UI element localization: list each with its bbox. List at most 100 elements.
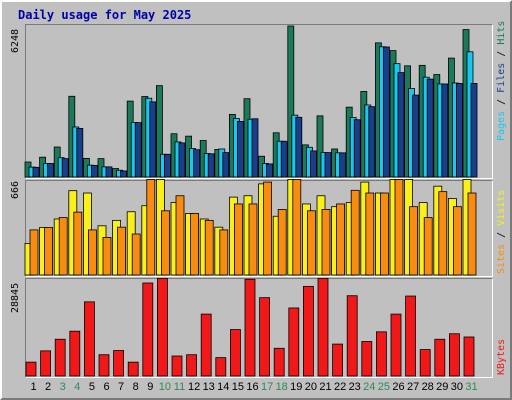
day-label: 26 bbox=[392, 381, 405, 393]
visits-sites-sites-bar bbox=[306, 210, 316, 276]
visits-sites-sites-bar bbox=[452, 206, 462, 276]
visits-sites-sites-bar bbox=[102, 237, 112, 276]
visits-sites-sites-bar bbox=[394, 179, 404, 276]
hits-files-pages-pages-bar bbox=[441, 83, 449, 178]
day-label: 15 bbox=[231, 381, 245, 393]
day-label: 25 bbox=[377, 381, 391, 393]
hits-files-pages-pages-bar bbox=[193, 149, 201, 178]
hits-files-pages-pages-bar bbox=[470, 83, 478, 178]
kbytes-kbytes-bar bbox=[200, 313, 212, 377]
day-label: 17 bbox=[260, 381, 274, 393]
visits-sites-sites-bar bbox=[248, 203, 258, 276]
day-label: 1 bbox=[30, 381, 37, 393]
day-label: 6 bbox=[103, 381, 110, 393]
kbytes-kbytes-bar bbox=[186, 354, 198, 377]
kbytes-kbytes-bar bbox=[332, 343, 344, 377]
day-label: 12 bbox=[187, 381, 201, 393]
visits-sites-sites-bar bbox=[117, 226, 126, 276]
hits-files-pages-pages-bar bbox=[163, 153, 171, 178]
kbytes-kbytes-bar bbox=[434, 338, 446, 377]
kbytes-kbytes-bar bbox=[346, 295, 358, 377]
kbytes-kbytes-bar bbox=[419, 349, 431, 377]
visits-sites-sites-bar bbox=[160, 210, 170, 276]
kbytes-kbytes-bar bbox=[361, 341, 373, 377]
visits-sites-sites-bar bbox=[190, 213, 200, 276]
day-label: 19 bbox=[290, 381, 303, 393]
hits-files-pages-pages-bar bbox=[61, 158, 69, 178]
kbytes-kbytes-bar bbox=[54, 338, 66, 377]
kbytes-kbytes-bar bbox=[229, 329, 241, 377]
kbytes-kbytes-bar bbox=[127, 361, 139, 377]
day-label: 14 bbox=[217, 381, 230, 393]
hits-files-pages-pages-bar bbox=[222, 152, 230, 178]
kbytes-kbytes-bar bbox=[375, 331, 387, 377]
day-label: 10 bbox=[158, 381, 172, 393]
visits-sites-sites-bar bbox=[146, 179, 156, 276]
hits-files-pages-pages-bar bbox=[120, 170, 127, 178]
day-label: 21 bbox=[319, 381, 332, 393]
day-label: 30 bbox=[450, 381, 464, 393]
day-label: 5 bbox=[88, 381, 95, 393]
hits-files-pages-pages-bar bbox=[455, 83, 463, 178]
day-label: 16 bbox=[246, 381, 259, 393]
hits-files-pages-pages-bar bbox=[412, 94, 420, 178]
chart-title: Daily usage for May 2025 bbox=[18, 8, 192, 22]
hits-files-pages-pages-bar bbox=[251, 118, 259, 178]
kbytes-kbytes-bar bbox=[69, 330, 81, 377]
hits-files-pages-pages-bar bbox=[280, 140, 288, 178]
visits-sites-sites-bar bbox=[263, 181, 273, 276]
day-label: 27 bbox=[406, 381, 420, 393]
kbytes-kbytes-bar bbox=[288, 307, 300, 377]
day-label: 31 bbox=[465, 381, 478, 393]
hits-files-pages-pages-bar bbox=[178, 142, 186, 178]
visits-sites-sites-bar bbox=[277, 209, 287, 276]
visits-sites-sites-bar bbox=[423, 217, 433, 276]
day-label: 24 bbox=[363, 381, 376, 393]
kbytes-kbytes-bar bbox=[259, 297, 271, 377]
hits-files-pages-pages-bar bbox=[426, 78, 434, 178]
kbytes-kbytes-bar bbox=[40, 350, 51, 377]
kbytes-kbytes-bar bbox=[317, 277, 329, 377]
visits-sites-sites-bar bbox=[365, 192, 375, 276]
kbytes-kbytes-bar bbox=[448, 333, 460, 377]
day-label: 20 bbox=[304, 381, 318, 393]
hits-files-pages-pages-bar bbox=[32, 166, 40, 178]
visits-sites-sites-bar bbox=[73, 211, 83, 276]
day-label: 9 bbox=[147, 381, 154, 393]
visits-sites-sites-bar bbox=[88, 229, 97, 276]
visits-sites-sites-bar bbox=[321, 209, 331, 276]
visits-sites-sites-bar bbox=[175, 195, 185, 276]
hits-files-pages-pages-bar bbox=[295, 116, 303, 178]
visits-sites-sites-bar bbox=[336, 203, 346, 276]
visits-sites-sites-bar bbox=[379, 192, 389, 276]
hits-files-pages-pages-bar bbox=[149, 101, 157, 178]
kbytes-kbytes-bar bbox=[273, 347, 285, 377]
day-label: 29 bbox=[436, 381, 449, 393]
hits-files-pages-pages-bar bbox=[207, 153, 215, 178]
hits-files-pages-pages-bar bbox=[105, 166, 113, 178]
visits-sites-sites-bar bbox=[292, 179, 302, 276]
hits-files-pages-pages-bar bbox=[339, 152, 347, 178]
visits-sites-sites-bar bbox=[44, 227, 53, 276]
day-label: 3 bbox=[59, 381, 66, 393]
day-label: 23 bbox=[348, 381, 361, 393]
hits-files-pages-pages-bar bbox=[382, 46, 390, 178]
kbytes-kbytes-bar bbox=[113, 350, 124, 377]
kbytes-kbytes-bar bbox=[142, 282, 154, 377]
hits-files-pages-pages-bar bbox=[266, 163, 274, 178]
hits-files-pages-pages-bar bbox=[236, 121, 244, 178]
hits-files-pages-pages-bar bbox=[309, 150, 317, 178]
kbytes-kbytes-bar bbox=[156, 277, 168, 377]
day-label: 22 bbox=[333, 381, 347, 393]
kbytes-kbytes-bar bbox=[171, 355, 183, 377]
day-label: 18 bbox=[275, 381, 288, 393]
hits-files-pages-pages-bar bbox=[47, 163, 54, 178]
kbytes-kbytes-bar bbox=[98, 354, 110, 377]
day-label: 2 bbox=[45, 381, 52, 393]
hits-files-pages-pages-bar bbox=[91, 164, 98, 178]
kbytes-kbytes-bar bbox=[463, 336, 475, 377]
visits-sites-sites-bar bbox=[29, 229, 39, 276]
kbytes-kbytes-bar bbox=[84, 301, 95, 377]
hits-files-pages-pages-bar bbox=[134, 122, 142, 178]
hits-files-pages-hits-bar bbox=[316, 115, 324, 178]
